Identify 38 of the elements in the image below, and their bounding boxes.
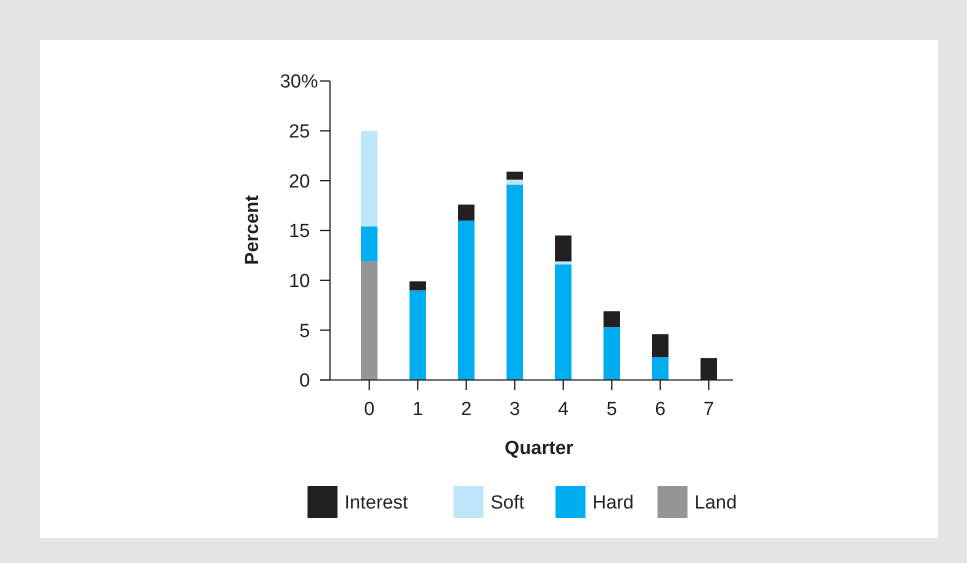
legend-label: Land: [694, 492, 737, 514]
y-tick-label: 15: [288, 221, 310, 242]
bar: [604, 327, 620, 380]
bar: [458, 204, 474, 221]
x-tick-label: 6: [654, 399, 666, 420]
bar: [506, 184, 523, 380]
x-axis-title: Quarter: [504, 438, 574, 459]
x-tick-label: 4: [558, 399, 569, 420]
bar: [458, 220, 474, 380]
x-tick-label: 0: [364, 399, 375, 420]
legend-label: Soft: [490, 492, 526, 514]
bar: [506, 180, 523, 185]
x-tick-label: 5: [606, 399, 618, 420]
y-tick-label: 25: [288, 121, 310, 142]
bar: [506, 172, 523, 180]
legend-label: Hard: [592, 492, 634, 514]
bar: [555, 235, 572, 262]
bar: [652, 334, 668, 358]
x-tick-label: 2: [460, 399, 472, 420]
bar: [555, 261, 572, 264]
legend-label: Interest: [344, 492, 409, 514]
x-tick-label: 1: [412, 399, 424, 420]
x-tick-label: 3: [509, 399, 520, 420]
x-tick-label: 7: [703, 399, 714, 420]
y-tick-label: 30%: [280, 72, 318, 93]
y-tick-label: 0: [299, 370, 310, 392]
bar: [410, 290, 426, 380]
y-axis-title: Percent: [242, 194, 263, 265]
bar: [410, 281, 426, 290]
bar: [361, 226, 378, 262]
bar: [361, 130, 378, 227]
y-tick-label: 20: [288, 171, 310, 192]
y-tick-label: 10: [288, 270, 310, 292]
bar: [604, 311, 620, 328]
bar: [555, 264, 572, 380]
bar: [652, 357, 668, 380]
y-tick-label: 5: [299, 320, 310, 342]
bar: [361, 261, 378, 380]
